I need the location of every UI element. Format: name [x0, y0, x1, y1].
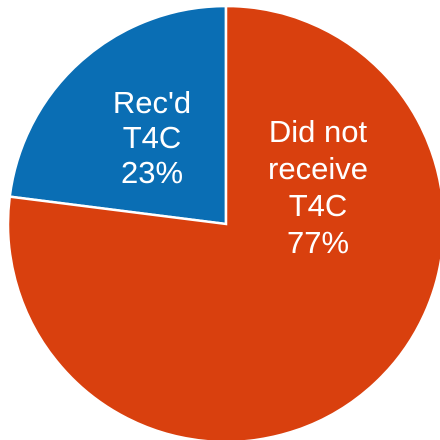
slice-label-received: Rec'd T4C 23% — [113, 85, 191, 190]
slice-label-line: Did not — [269, 114, 368, 149]
slice-label-line: receive — [268, 151, 368, 186]
slice-label-line: T4C — [289, 188, 348, 223]
pie-slice-not-received — [6, 4, 440, 440]
slice-label-line: T4C — [123, 120, 182, 155]
slice-label-not-received: Did not receive T4C 77% — [268, 114, 368, 260]
slice-label-line: 23% — [121, 155, 183, 190]
slice-label-line: Rec'd — [113, 85, 191, 120]
pie-slice-received — [8, 4, 228, 226]
slice-label-line: 77% — [287, 225, 349, 260]
